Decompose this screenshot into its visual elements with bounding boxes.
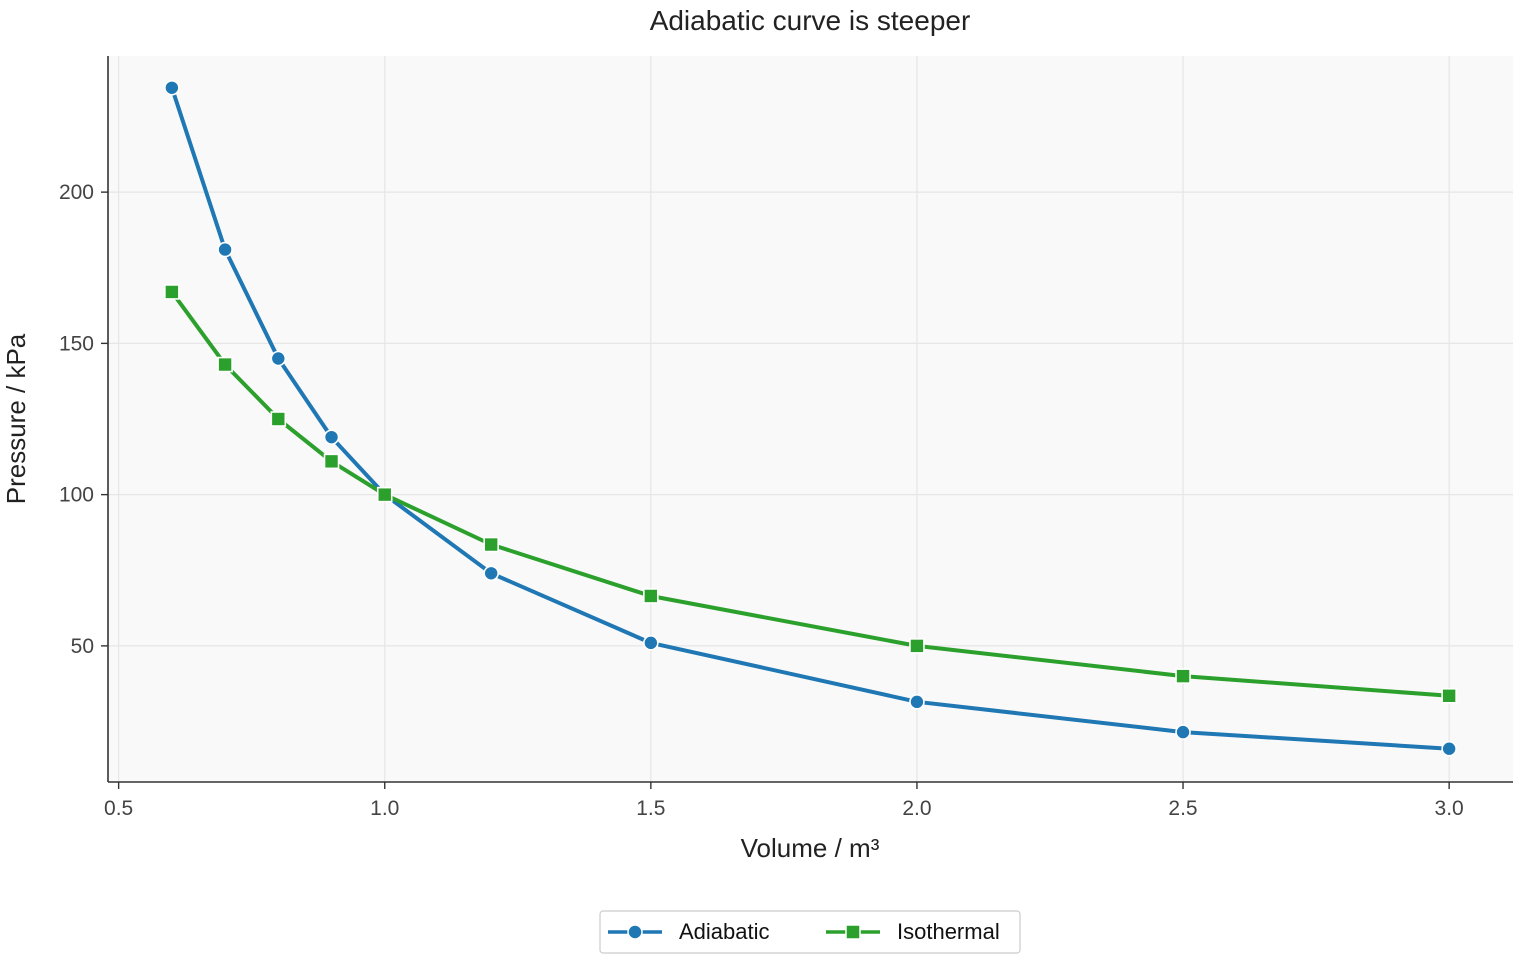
- series-layer: [164, 79, 1457, 757]
- y-tick-label: 150: [59, 332, 94, 355]
- data-point-isothermal: [483, 536, 499, 553]
- x-tick-label: 3.0: [1435, 797, 1464, 820]
- legend-marker-adiabatic: [627, 924, 643, 940]
- data-point-adiabatic: [909, 694, 925, 710]
- series-isothermal: [164, 284, 1457, 704]
- x-tick-label: 1.0: [370, 797, 399, 820]
- chart-title: Adiabatic curve is steeper: [650, 5, 971, 36]
- legend-label-isothermal: Isothermal: [897, 919, 1000, 944]
- data-point-adiabatic: [483, 565, 499, 582]
- series-line-adiabatic: [170, 87, 1450, 751]
- data-point-adiabatic: [1175, 724, 1191, 740]
- x-tick-label: 2.5: [1168, 797, 1197, 820]
- data-point-isothermal: [376, 486, 393, 503]
- y-tick-label: 200: [59, 181, 94, 204]
- data-point-isothermal: [217, 356, 233, 373]
- data-point-isothermal: [909, 638, 925, 654]
- data-point-isothermal: [1441, 687, 1457, 704]
- legend-box: [599, 910, 1021, 954]
- x-tick-label: 1.5: [636, 797, 665, 820]
- legend: Adiabatic Isothermal: [599, 910, 1021, 954]
- data-point-isothermal: [270, 411, 287, 427]
- y-ticks: 50 100 150 200: [59, 181, 108, 658]
- grid-lines: [108, 56, 1513, 782]
- x-tick-label: 0.5: [104, 797, 133, 820]
- plot-area: [108, 56, 1513, 782]
- data-point-isothermal: [164, 284, 180, 300]
- legend-label-adiabatic: Adiabatic: [679, 919, 770, 944]
- data-point-adiabatic: [323, 429, 340, 445]
- legend-marker-isothermal: [845, 924, 861, 940]
- x-axis-label: Volume / m³: [741, 833, 880, 863]
- data-point-adiabatic: [643, 635, 659, 651]
- series-line-isothermal: [170, 290, 1450, 698]
- series-adiabatic: [164, 79, 1457, 757]
- data-point-adiabatic: [270, 350, 287, 367]
- data-point-adiabatic: [164, 79, 180, 96]
- data-point-isothermal: [1175, 668, 1191, 684]
- y-axis-label: Pressure / kPa: [1, 333, 31, 504]
- data-point-adiabatic: [1441, 740, 1457, 757]
- y-tick-label: 50: [71, 635, 94, 658]
- data-point-isothermal: [643, 588, 659, 604]
- x-ticks: 0.5 1.0 1.5 2.0 2.5 3.0: [104, 782, 1464, 820]
- x-tick-label: 2.0: [902, 797, 931, 820]
- y-tick-label: 100: [59, 484, 94, 507]
- data-point-adiabatic: [217, 241, 233, 258]
- data-point-isothermal: [323, 453, 340, 470]
